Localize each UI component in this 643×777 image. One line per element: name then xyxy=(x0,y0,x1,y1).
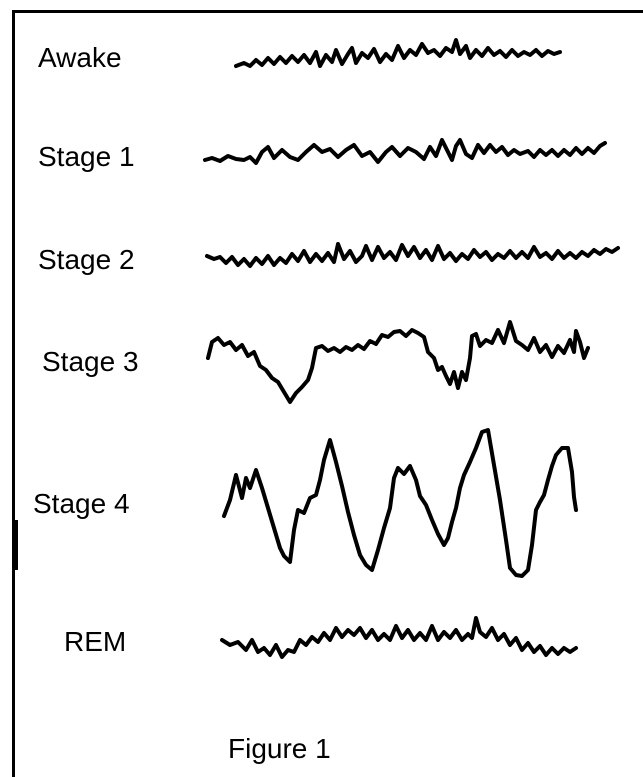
waveform-rem xyxy=(220,616,578,659)
waveform-stage-4 xyxy=(222,428,578,578)
frame-left-border xyxy=(12,10,15,777)
waveform-stage-1 xyxy=(203,138,607,165)
frame-edge-mark xyxy=(15,520,18,570)
stage-label-stage-4: Stage 4 xyxy=(33,488,130,519)
figure-caption: Figure 1 xyxy=(228,733,331,764)
waveform-stage-2 xyxy=(205,242,620,268)
stage-label-stage-2: Stage 2 xyxy=(38,244,135,275)
stage-label-stage-3: Stage 3 xyxy=(42,346,139,377)
frame-top-border xyxy=(12,10,643,13)
waveform-awake xyxy=(234,38,562,68)
stage-label-rem: REM xyxy=(64,626,127,657)
stage-label-stage-1: Stage 1 xyxy=(38,141,135,172)
waveform-stage-3 xyxy=(206,320,590,404)
stage-label-awake: Awake xyxy=(38,42,122,73)
